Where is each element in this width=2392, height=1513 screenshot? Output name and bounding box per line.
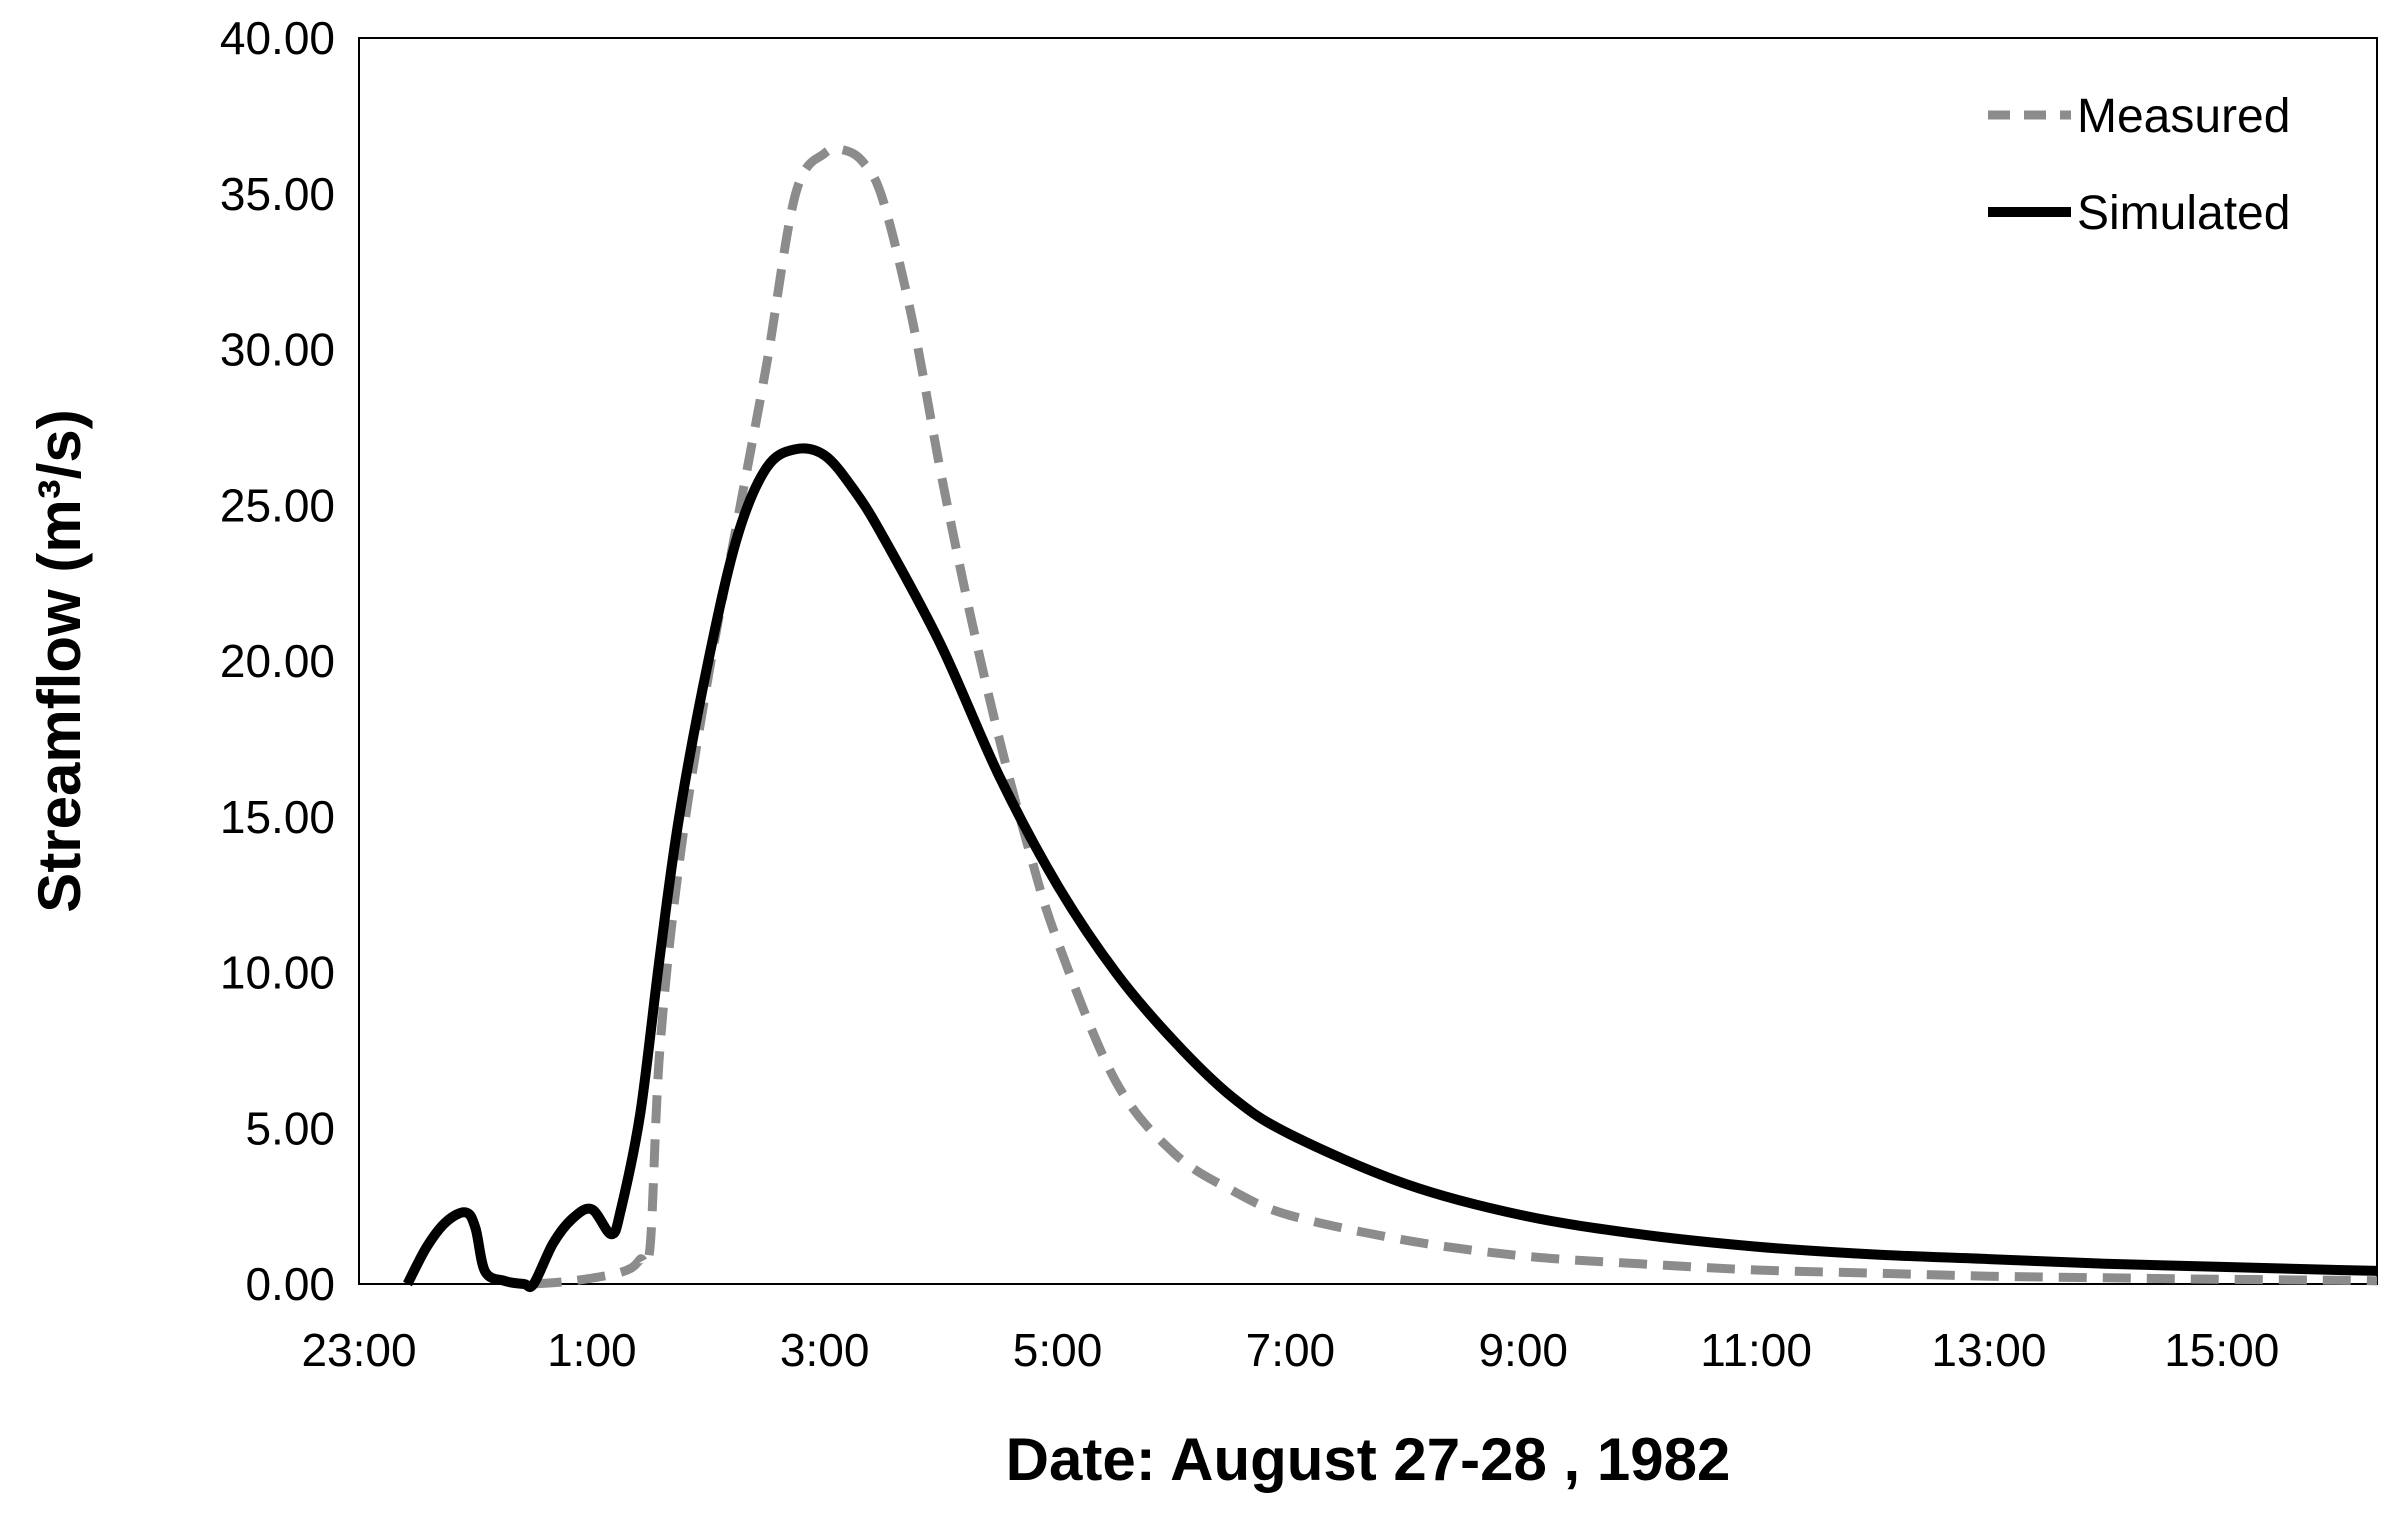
- y-axis-title: Streamflow (m³/s): [26, 409, 93, 912]
- x-tick-label: 3:00: [780, 1324, 870, 1376]
- x-tick-label: 23:00: [301, 1324, 416, 1376]
- legend-label-simulated: Simulated: [2077, 187, 2290, 240]
- y-tick-label: 30.00: [220, 324, 335, 376]
- y-tick-label: 20.00: [220, 635, 335, 687]
- x-tick-label: 5:00: [1013, 1324, 1103, 1376]
- y-tick-label: 0.00: [245, 1258, 335, 1310]
- x-tick-label: 7:00: [1246, 1324, 1336, 1376]
- x-axis-ticks: 23:00 1:00 3:00 5:00 7:00 9:00 11:00 13:00 15:00: [301, 1324, 2279, 1376]
- y-tick-label: 5.00: [245, 1102, 335, 1154]
- x-tick-label: 11:00: [1700, 1324, 1812, 1376]
- y-tick-label: 15.00: [220, 791, 335, 843]
- legend: Measured Simulated: [1988, 90, 2290, 240]
- plot-area: [358, 37, 2378, 1285]
- y-axis-ticks: 0.00 5.00 10.00 15.00 20.00 25.00 30.00 35.00 40…: [220, 12, 335, 1310]
- series-lines: [403, 143, 2378, 1293]
- x-tick-label: 1:00: [547, 1324, 637, 1376]
- y-tick-label: 25.00: [220, 479, 335, 531]
- x-axis-title: Date: August 27-28 , 1982: [1006, 1426, 1731, 1493]
- y-tick-label: 10.00: [220, 947, 335, 999]
- series-line-simulated: [403, 443, 2378, 1293]
- x-tick-label: 9:00: [1478, 1324, 1568, 1376]
- legend-label-measured: Measured: [2077, 90, 2290, 143]
- y-tick-label: 35.00: [220, 168, 335, 220]
- series-line-measured: [533, 143, 2378, 1289]
- x-tick-label: 15:00: [2164, 1324, 2279, 1376]
- y-tick-label: 40.00: [220, 12, 335, 64]
- x-tick-label: 13:00: [1931, 1324, 2046, 1376]
